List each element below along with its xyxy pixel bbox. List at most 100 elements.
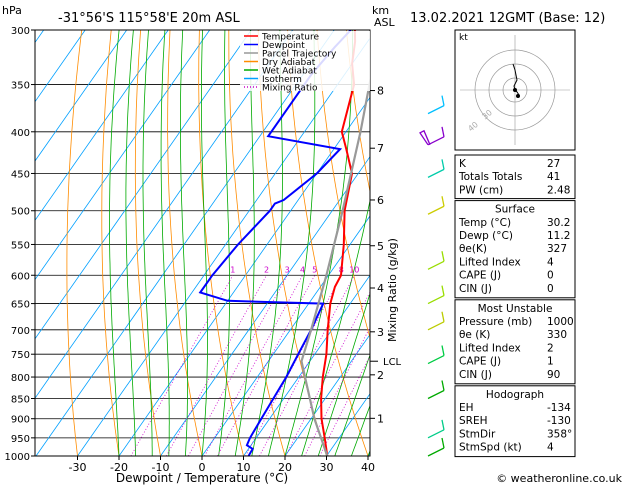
right-axis-title: Mixing Ratio (g/kg) (386, 238, 399, 342)
table-row-value: 41 (547, 171, 560, 183)
wind-barb-feather (442, 286, 444, 296)
table-row-value: 0 (547, 283, 554, 295)
wind-barb-feather (442, 346, 444, 356)
table-title: Most Unstable (478, 303, 553, 315)
mixing-ratio-label: 1 (230, 265, 235, 274)
km-tick-label: 8 (377, 85, 384, 98)
left-unit-label: hPa (2, 4, 22, 17)
isotherm-line (78, 30, 376, 456)
table-row-label: PW (cm) (459, 184, 503, 196)
wind-barb-feather (442, 96, 444, 106)
table-row-value: 1 (547, 356, 554, 368)
y-tick-label: 450 (11, 169, 30, 180)
isotherm-line (0, 30, 251, 456)
dry-adiabat-line (135, 30, 160, 456)
km-tick-label: 7 (377, 142, 384, 155)
wind-barb-flag (420, 131, 430, 145)
table-row-label: Totals Totals (458, 171, 522, 183)
y-tick-label: 950 (11, 434, 30, 445)
series-parcel-trajectory (302, 30, 380, 456)
wind-barb (428, 169, 444, 177)
wind-barb-feather (442, 380, 444, 390)
wind-barb (428, 206, 444, 214)
mixing-ratio-label: 2 (264, 265, 269, 274)
mixing-ratio-label: 15 (374, 265, 384, 274)
wind-barb (428, 356, 444, 364)
table-row-label: Temp (°C) (458, 217, 511, 229)
wind-barb (428, 448, 444, 456)
wind-barb (428, 137, 444, 145)
y-tick-label: 650 (11, 300, 30, 311)
y-tick-label: 800 (11, 373, 30, 384)
hodograph-unit: kt (459, 33, 468, 43)
km-tick-label: 2 (377, 369, 384, 382)
mixing-ratio-label: 25 (406, 265, 416, 274)
mixing-ratio-label: 4 (300, 265, 305, 274)
series-temperature (321, 30, 355, 456)
table-row-label: CIN (J) (459, 283, 492, 295)
table-row-label: Lifted Index (459, 256, 521, 268)
wind-barb (428, 390, 444, 398)
table-row-label: EH (459, 402, 474, 414)
km-tick-label: 1 (377, 412, 384, 425)
table-row-value: 4 (547, 442, 554, 454)
table-title: Surface (495, 204, 535, 216)
table-row-value: 4 (547, 256, 554, 268)
x-tick-label: 30 (320, 461, 334, 474)
wind-barb-feather (442, 251, 444, 261)
profile-lines (200, 30, 380, 456)
wind-barb (428, 261, 444, 269)
copyright: © weatheronline.co.uk (496, 472, 622, 485)
table-row-value: -130 (547, 415, 571, 427)
y-tick-label: 550 (11, 240, 30, 251)
y-tick-label: 900 (11, 415, 30, 426)
wet-adiabat-line (143, 30, 152, 456)
table-row-value: 2 (547, 342, 554, 354)
mixing-ratio-label: 10 (349, 265, 359, 274)
table-row-value: 1000 (547, 316, 574, 328)
table-row-label: StmDir (459, 428, 496, 440)
table-row-label: Lifted Index (459, 342, 521, 354)
table-row-value: 0 (547, 270, 554, 282)
wind-barb (428, 106, 444, 114)
dry-adiabat-line (582, 30, 629, 456)
table-row-value: 2.48 (547, 184, 570, 196)
dry-adiabat-line (611, 30, 629, 456)
y-tick-label: 600 (11, 271, 30, 282)
table-row-value: 358° (547, 428, 572, 440)
wet-adiabat-line (126, 30, 136, 456)
table-row-label: SREH (459, 415, 488, 427)
legend-label: Mixing Ratio (262, 84, 318, 94)
mixing-ratio-label: 5 (312, 265, 317, 274)
dry-adiabat-line (102, 30, 119, 456)
y-tick-label: 350 (11, 81, 30, 92)
y-tick-label: 700 (11, 326, 30, 337)
y-tick-label: 750 (11, 350, 30, 361)
table-row-value: 90 (547, 369, 560, 381)
isotherm-line (0, 30, 293, 456)
table-row-label: CIN (J) (459, 369, 492, 381)
wind-barb (428, 296, 444, 304)
datetime-title: 13.02.2021 12GMT (Base: 12) (410, 11, 605, 26)
wind-barb-feather (442, 420, 444, 430)
right-unit-bottom: ASL (374, 16, 396, 29)
table-row-label: CAPE (J) (459, 356, 501, 368)
dry-adiabat-line (288, 30, 368, 456)
table-row-value: 27 (547, 158, 560, 170)
y-tick-label: 850 (11, 394, 30, 405)
table-row-label: Pressure (mb) (459, 316, 532, 328)
table-row-value: 11.2 (547, 230, 570, 242)
wet-adiabat-line (219, 30, 230, 456)
table-row-value: 30.2 (547, 217, 570, 229)
km-tick-label: 5 (377, 240, 384, 253)
table-row-label: θe (K) (459, 329, 490, 341)
wind-barb-feather (442, 196, 444, 206)
hodograph: kt 40 30 (455, 30, 575, 150)
x-tick-label: 40 (361, 461, 375, 474)
lcl-label: LCL (383, 357, 402, 368)
isotherm-line (0, 30, 210, 456)
wind-barb-feather (442, 312, 444, 322)
x-axis-title: Dewpoint / Temperature (°C) (116, 471, 288, 485)
dry-adiabat-line (67, 30, 82, 456)
